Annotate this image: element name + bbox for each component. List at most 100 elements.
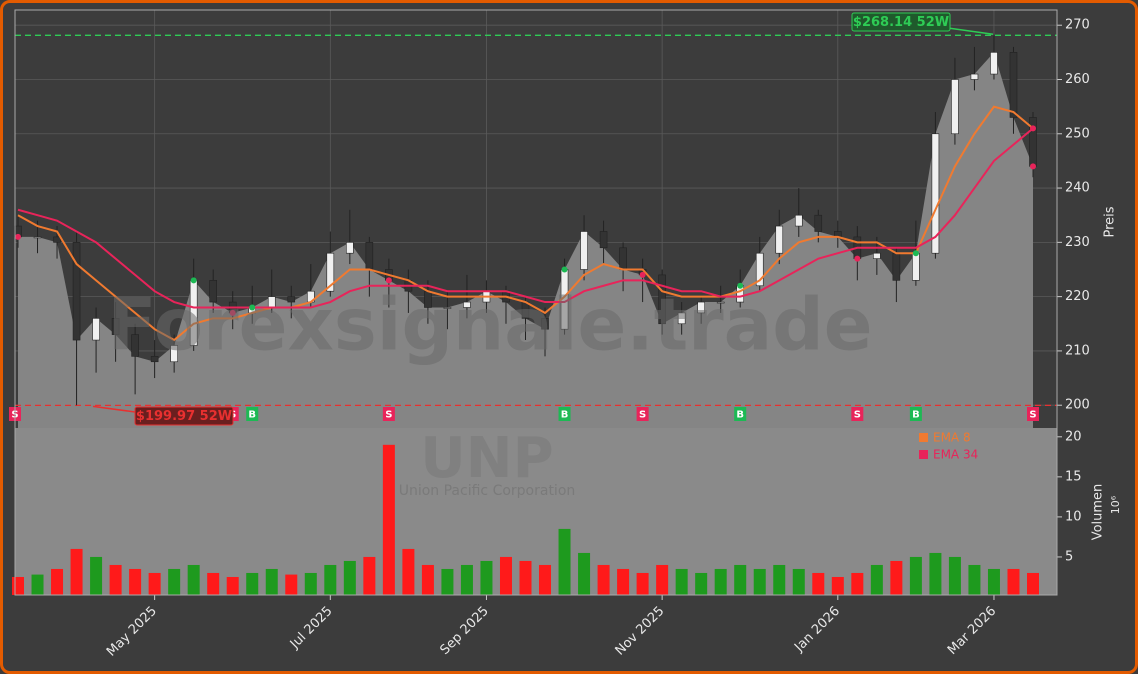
signal-dot [385, 277, 392, 284]
y-tick-label: 230 [1065, 235, 1090, 250]
candle-body [365, 242, 374, 270]
legend-swatch [919, 450, 928, 459]
signal-marker [382, 407, 395, 421]
x-tick-label: Mar 2026 [945, 604, 999, 658]
ema-line [17, 105, 1034, 342]
candle-body [697, 301, 705, 314]
ema-line [17, 127, 1034, 309]
candle-body [1029, 117, 1037, 167]
signal-label: S [854, 410, 861, 421]
volume-bar [636, 572, 649, 595]
y-tick-label: 210 [1065, 343, 1090, 358]
candle-body [463, 301, 471, 308]
y-tick-label: 250 [1065, 126, 1090, 141]
watermark: Forexsignale.trade [107, 283, 872, 367]
volume-bar [968, 564, 981, 595]
volume-bar [987, 568, 1000, 595]
signal-dot [1030, 163, 1036, 170]
volume-bar [129, 568, 142, 595]
volume-bar [578, 552, 591, 595]
volume-bar [831, 576, 844, 595]
x-tick-label: Jan 2026 [791, 604, 843, 656]
candle-body [287, 296, 296, 303]
signal-marker [246, 407, 259, 421]
ema-endpoint [1030, 125, 1036, 132]
candle-body [716, 301, 725, 304]
signal-dot [639, 271, 646, 278]
y-axis-label: Preis [1103, 206, 1118, 237]
volume-bar [539, 564, 552, 595]
signal-marker [909, 407, 922, 421]
signal-dot [561, 266, 568, 273]
price-area [18, 52, 1033, 428]
signal-dot [249, 304, 256, 311]
x-tick-label: Nov 2025 [613, 604, 668, 659]
volume-bar [304, 572, 317, 595]
volume-bar [31, 574, 44, 595]
signal-dot [229, 309, 236, 316]
volume-bar [909, 556, 922, 595]
signal-label: B [736, 410, 744, 421]
symbol-watermark: UNP [420, 426, 553, 491]
volume-bar [558, 528, 571, 595]
volume-bar [656, 564, 669, 595]
volume-bar [51, 568, 64, 595]
y-tick-label: 270 [1065, 18, 1090, 33]
annotation: $268.14 52W [853, 15, 949, 30]
y2-tick-label: 5 [1065, 549, 1073, 564]
signal-dot [737, 282, 744, 289]
volume-bar [695, 572, 708, 595]
annotation: $199.97 52W [136, 409, 232, 424]
signal-marker [636, 407, 649, 421]
signal-label: S [639, 410, 646, 421]
arrow [92, 405, 136, 413]
candle-body [92, 318, 100, 341]
candle-body [892, 252, 901, 281]
candle-body [599, 231, 608, 249]
candle-body [33, 236, 42, 239]
candle-body [72, 242, 81, 341]
candle-body [326, 252, 335, 292]
volume-bar [617, 568, 630, 595]
volume-bar [1027, 572, 1039, 595]
signal-label: B [561, 410, 569, 421]
candle-body [775, 225, 784, 254]
annotation-box [851, 12, 951, 32]
y-tick-label: 260 [1065, 72, 1090, 87]
candle-body [580, 231, 588, 270]
volume-bar [12, 576, 24, 595]
candle-body [346, 242, 354, 254]
candle-body [170, 345, 178, 363]
volume-bar [714, 568, 727, 595]
volume-bar [890, 560, 903, 595]
volume-bar [773, 564, 786, 595]
volume-bar [792, 568, 805, 595]
volume-bar [812, 572, 825, 595]
y2-tick-label: 10 [1065, 509, 1082, 524]
volume-bar [90, 556, 103, 595]
volume-bar [363, 556, 376, 595]
candle-body [619, 247, 627, 270]
signal-dot [854, 255, 861, 262]
volume-bar [929, 552, 942, 595]
signal-label: S [1029, 410, 1036, 421]
annotation-box [134, 406, 234, 426]
candle-body [131, 334, 139, 357]
candle-body [794, 214, 803, 227]
signal-marker [734, 407, 747, 421]
volume-bar [421, 564, 434, 595]
candle-body [755, 252, 764, 287]
legend-label: EMA 8 [933, 431, 971, 445]
volume-bar [948, 556, 961, 595]
volume-bar [753, 568, 766, 595]
candle-body [951, 79, 959, 135]
candle-body [814, 214, 823, 232]
volume-bar [675, 568, 688, 595]
volume-bar [343, 560, 356, 595]
legend-label: EMA 34 [933, 448, 978, 462]
volume-bar [285, 574, 298, 595]
volume-bar [597, 564, 610, 595]
candle-body [150, 356, 159, 363]
candle-body [111, 318, 120, 335]
